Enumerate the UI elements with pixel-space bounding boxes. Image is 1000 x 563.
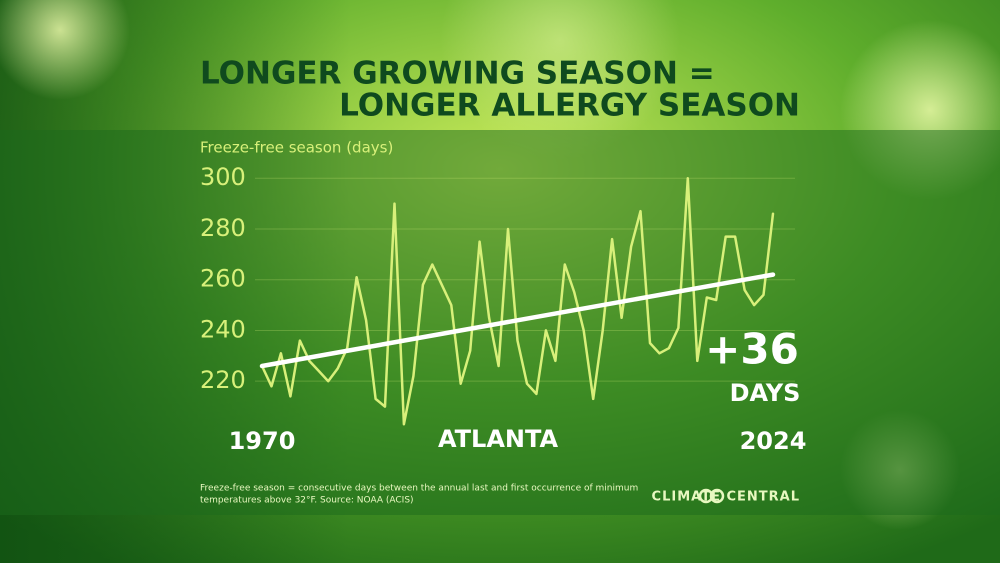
y-tick-label: 300: [200, 163, 246, 191]
logo-icon: [698, 488, 725, 504]
annotation-unit: DAYS: [730, 379, 801, 407]
bokeh: [0, 0, 130, 100]
y-tick-label: 240: [200, 315, 246, 343]
location-label: ATLANTA: [438, 425, 559, 453]
title: LONGER GROWING SEASON =: [200, 56, 715, 92]
y-tick-label: 220: [200, 366, 246, 394]
axis-label: Freeze-free season (days): [200, 139, 393, 157]
annotation: +36: [705, 325, 799, 374]
footnote: Freeze-free season = consecutive days be…: [200, 484, 638, 494]
data-line: [260, 176, 775, 426]
x-tick-label: 1970: [229, 427, 296, 455]
logo: CLIMATE CENTRAL: [652, 490, 800, 505]
y-tick-label: 260: [200, 265, 246, 293]
x-tick-label: 2024: [740, 427, 807, 455]
title: LONGER ALLERGY SEASON: [339, 88, 800, 124]
trend-line: [259, 272, 776, 369]
bokeh: [440, 0, 680, 160]
footnote: temperatures above 32°F. Source: NOAA (A…: [200, 496, 414, 506]
y-tick-label: 280: [200, 214, 246, 242]
